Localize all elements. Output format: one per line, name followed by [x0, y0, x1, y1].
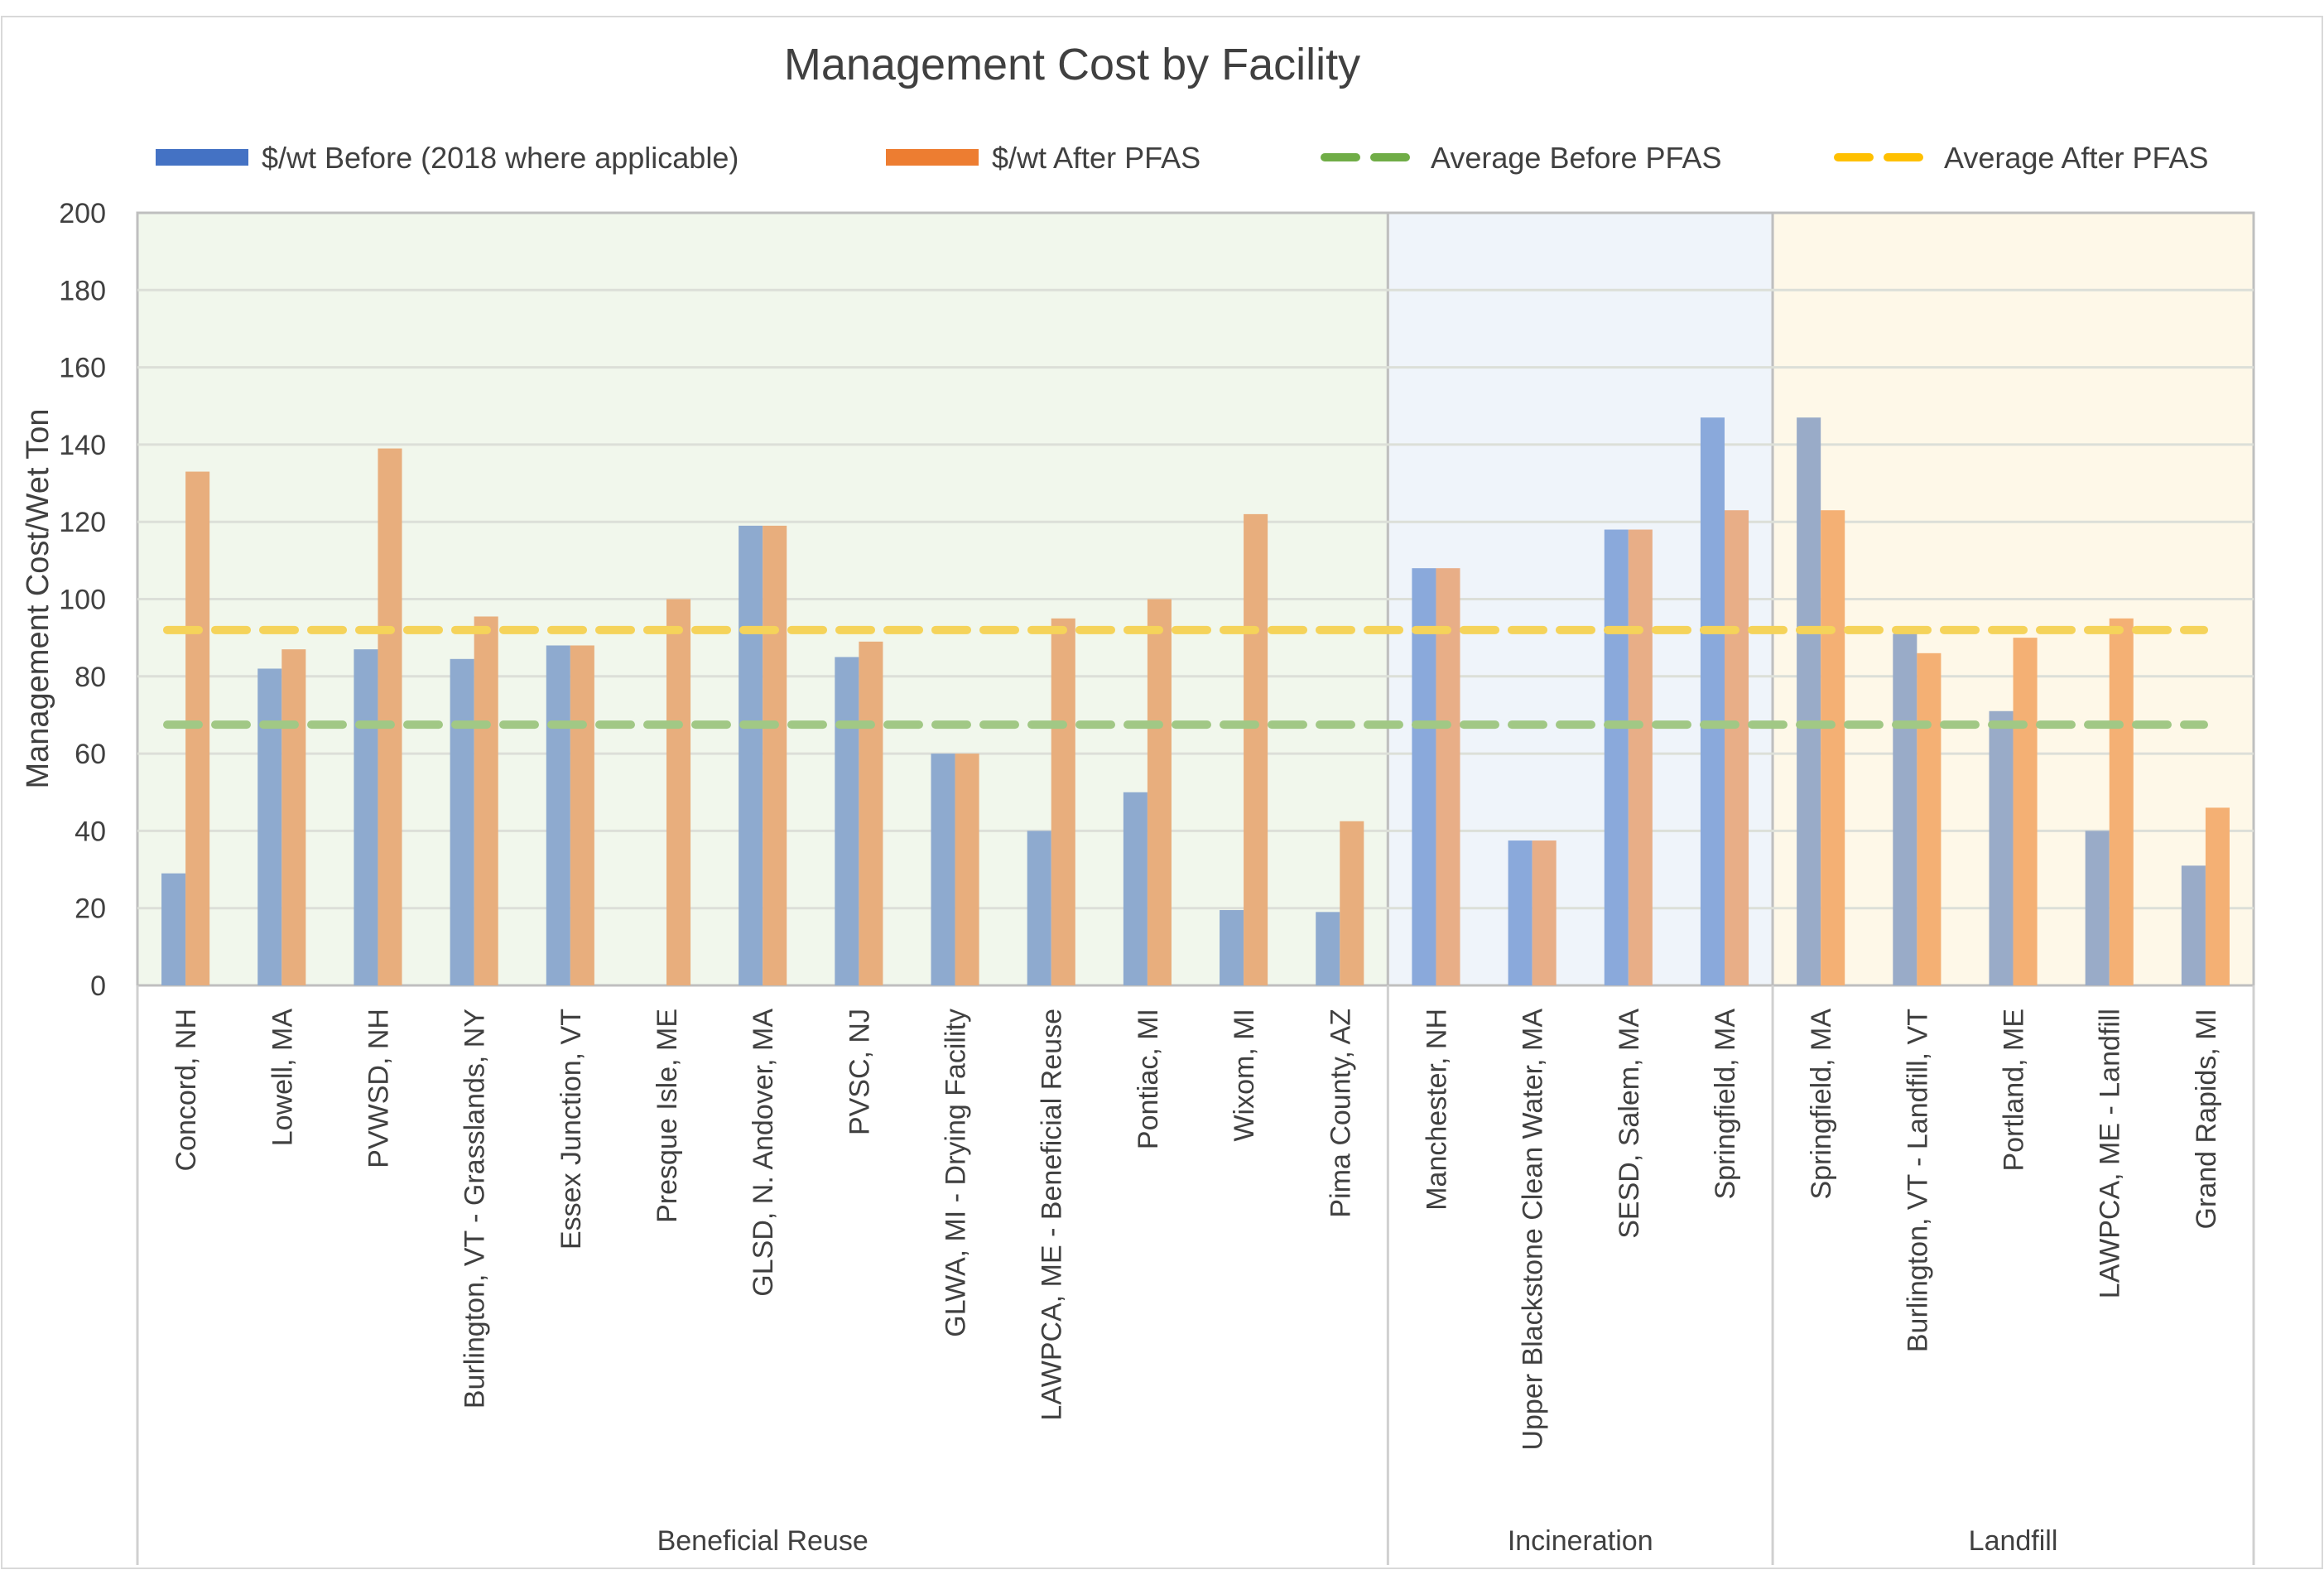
legend-swatch-1	[886, 149, 979, 166]
bar-before-2-3	[2085, 831, 2110, 985]
bar-after-0-1	[281, 649, 306, 985]
legend: $/wt Before (2018 where applicable) $/wt …	[156, 141, 2209, 175]
category-label: LAWPCA, ME - Beneficial Reuse	[1037, 1009, 1068, 1421]
bars	[161, 417, 2230, 985]
category-label: GLWA, MI - Drying Facility	[941, 1009, 972, 1337]
y-tick-label: 100	[59, 585, 106, 616]
y-tick-label: 140	[59, 430, 106, 461]
bar-before-0-9	[1027, 831, 1051, 985]
bar-before-1-0	[1412, 568, 1436, 985]
y-tick-label: 180	[59, 275, 106, 306]
category-label: Springfield, MA	[1710, 1009, 1741, 1200]
bar-after-2-4	[2205, 807, 2230, 985]
bar-after-1-0	[1436, 568, 1460, 985]
bar-before-2-2	[1989, 710, 2014, 985]
bar-before-0-7	[835, 657, 859, 985]
legend-label-3: Average After PFAS	[1944, 141, 2209, 175]
category-label: Burlington, VT - Grasslands, NY	[460, 1009, 491, 1409]
category-label: Grand Rapids, MI	[2191, 1009, 2222, 1229]
bar-after-0-9	[1051, 618, 1075, 985]
y-tick-label: 20	[75, 893, 106, 925]
bar-after-2-3	[2109, 618, 2134, 985]
category-label: Concord, NH	[171, 1009, 202, 1172]
y-axis-label: Management Cost/Wet Ton	[21, 408, 55, 788]
bar-before-0-3	[450, 658, 474, 985]
bar-before-0-1	[257, 668, 282, 985]
bar-after-0-7	[859, 641, 883, 985]
category-label: Lowell, MA	[267, 1009, 298, 1147]
bar-after-0-2	[378, 448, 402, 985]
legend-label-2: Average Before PFAS	[1431, 141, 1722, 175]
legend-label-1: $/wt After PFAS	[992, 141, 1200, 175]
bar-before-0-4	[546, 645, 570, 985]
bar-before-0-0	[161, 873, 186, 985]
group-label-1: Incineration	[1508, 1525, 1653, 1557]
category-label: Manchester, NH	[1421, 1009, 1452, 1211]
bar-after-0-5	[666, 599, 691, 985]
bar-after-0-12	[1340, 821, 1364, 985]
bar-before-1-1	[1508, 840, 1532, 985]
bar-after-2-0	[1821, 510, 1845, 985]
category-label: Portland, ME	[1999, 1009, 2030, 1172]
bar-before-0-11	[1220, 910, 1244, 985]
x-axis: Concord, NH Lowell, MA PVWSD, NH Burlington…	[136, 985, 2255, 1565]
bar-after-2-1	[1917, 653, 1941, 985]
legend-swatch-0	[156, 149, 248, 166]
category-label: Pontiac, MI	[1133, 1009, 1164, 1149]
category-label: GLSD, N. Andover, MA	[748, 1009, 779, 1297]
y-tick-label: 120	[59, 507, 106, 538]
bar-after-0-8	[955, 754, 979, 985]
average-lines	[163, 625, 2208, 730]
category-label: Upper Blackstone Clean Water, MA	[1518, 1009, 1549, 1451]
category-label: PVSC, NJ	[844, 1009, 875, 1135]
y-tick-label: 200	[59, 198, 106, 229]
bar-before-0-10	[1123, 792, 1148, 985]
bar-before-2-1	[1893, 633, 1917, 985]
y-tick-label: 0	[90, 970, 106, 1002]
group-label-0: Beneficial Reuse	[657, 1525, 868, 1557]
chart-title: Management Cost by Facility	[784, 40, 1360, 89]
category-label: Presque Isle, ME	[652, 1009, 683, 1223]
y-axis: 0 20 40 60 80 100 120 140 160 180 200	[59, 198, 106, 1002]
y-tick-label: 40	[75, 816, 106, 847]
bar-before-0-12	[1316, 912, 1340, 985]
bar-before-1-2	[1604, 529, 1629, 985]
bar-after-1-2	[1628, 529, 1653, 985]
bar-after-0-3	[474, 616, 498, 985]
bar-before-0-2	[354, 649, 378, 985]
category-label: Essex Junction, VT	[556, 1009, 587, 1250]
bar-after-2-2	[2013, 638, 2038, 985]
bar-before-0-6	[739, 525, 763, 985]
y-tick-label: 60	[75, 739, 106, 770]
category-label: Springfield, MA	[1806, 1009, 1837, 1200]
bar-before-1-3	[1700, 417, 1725, 985]
bar-after-0-4	[570, 645, 594, 985]
bar-after-1-1	[1532, 840, 1557, 985]
bar-before-2-0	[1797, 417, 1821, 985]
bar-after-0-10	[1147, 599, 1172, 985]
bar-before-0-8	[931, 754, 955, 985]
category-label: SESD, Salem, MA	[1614, 1009, 1645, 1239]
y-tick-label: 160	[59, 353, 106, 384]
category-label: Wixom, MI	[1229, 1009, 1260, 1142]
y-tick-label: 80	[75, 662, 106, 693]
legend-label-0: $/wt Before (2018 where applicable)	[262, 141, 739, 175]
category-label: LAWPCA, ME - Landfill	[2095, 1009, 2126, 1298]
bar-after-1-3	[1725, 510, 1749, 985]
bar-before-2-4	[2181, 865, 2206, 985]
category-label: Pima County, AZ	[1325, 1009, 1356, 1218]
category-label: Burlington, VT - Landfill, VT	[1902, 1009, 1933, 1352]
category-label: PVWSD, NH	[363, 1009, 394, 1168]
bar-after-0-11	[1244, 513, 1268, 985]
group-label-2: Landfill	[1969, 1525, 2058, 1557]
bar-after-0-6	[763, 525, 787, 985]
